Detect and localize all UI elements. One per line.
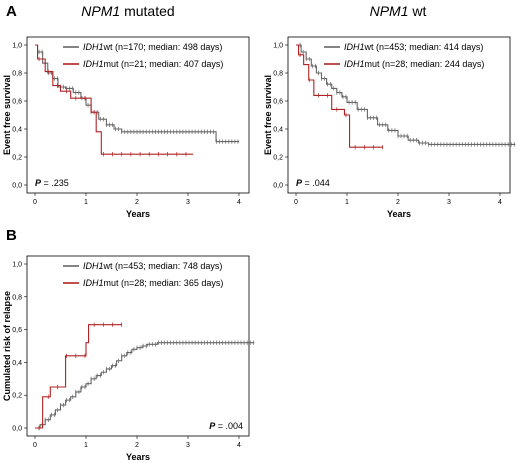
legend-gene: IDH1 — [83, 278, 104, 288]
legend-entry: IDH1wt (n=170; median: 498 days) — [83, 42, 222, 52]
y-tick-label: 0,4 — [12, 127, 22, 134]
p-number: = .044 — [302, 178, 330, 188]
x-tick-label: 3 — [186, 442, 190, 449]
x-tick-label: 0 — [33, 442, 37, 449]
x-axis-label: Years — [126, 452, 150, 462]
chart-1: NPM1 mutated 0,0 0,2 0,4 0,6 0,8 1,0 0 1 2 3 4 Years… — [2, 3, 250, 219]
chart-title-suffix: wt — [409, 3, 427, 19]
chart-title: NPM1 wt — [370, 3, 427, 19]
legend-gene: IDH1 — [344, 59, 365, 69]
chart-title-suffix: mutated — [120, 3, 174, 19]
legend-gene: IDH1 — [83, 261, 104, 271]
y-tick-label: 0,6 — [273, 99, 283, 106]
chart-title-gene: NPM1 — [81, 3, 120, 19]
plot-frame — [26, 36, 250, 194]
chart-title-gene: NPM1 — [370, 3, 409, 19]
y-tick-label: 0,4 — [273, 127, 283, 134]
p-value: P = .235 — [35, 178, 69, 188]
p-label: P — [296, 178, 303, 188]
legend-entry: IDH1mut (n=28; median: 365 days) — [83, 278, 223, 288]
x-tick-label: 4 — [498, 199, 502, 206]
legend-detail: mut (n=28; median: 365 days) — [104, 278, 224, 288]
x-axis-label: Years — [126, 209, 150, 219]
panel-label-b: B — [6, 227, 17, 244]
y-tick-label: 1,0 — [12, 43, 22, 50]
x-axis-label: Years — [387, 209, 411, 219]
x-tick-label: 4 — [237, 199, 241, 206]
y-tick-label: 0,8 — [12, 71, 22, 78]
chart-2: NPM1 wt 0,0 0,2 0,4 0,6 0,8 1,0 0 1 2 3 4 Years Event… — [263, 3, 516, 219]
y-axis-label: Event free survival — [2, 75, 12, 155]
x-tick-label: 1 — [84, 199, 88, 206]
plot-frame — [287, 36, 511, 194]
legend-entry: IDH1mut (n=28; median: 244 days) — [344, 59, 484, 69]
legend-gene: IDH1 — [344, 42, 365, 52]
legend-detail: wt (n=170; median: 498 days) — [103, 42, 223, 52]
x-tick-label: 2 — [135, 442, 139, 449]
chart-3: 0,0 0,2 0,4 0,6 0,8 1,0 0 1 2 3 4 Years Cumulated ri… — [2, 255, 255, 462]
legend-detail: mut (n=21; median: 407 days) — [104, 59, 224, 69]
y-tick-label: 0,8 — [12, 294, 22, 301]
y-tick-label: 0,6 — [12, 99, 22, 106]
x-tick-label: 3 — [447, 199, 451, 206]
series-idh1mut — [35, 44, 194, 157]
series-line — [35, 324, 122, 429]
legend-detail: mut (n=28; median: 244 days) — [365, 59, 485, 69]
p-number: = .004 — [215, 421, 243, 431]
p-label: P — [35, 178, 42, 188]
y-tick-label: 0,0 — [12, 183, 22, 190]
x-tick-label: 0 — [294, 199, 298, 206]
panel-label-a: A — [6, 3, 17, 20]
plot-frame — [26, 255, 250, 437]
series-idh1mut — [35, 322, 123, 431]
y-tick-label: 0,2 — [12, 155, 22, 162]
p-label: P — [209, 421, 216, 431]
y-tick-label: 0,8 — [273, 71, 283, 78]
p-value: P = .044 — [296, 178, 330, 188]
y-axis-label: Cumulated risk of relapse — [2, 291, 12, 401]
y-tick-label: 0,2 — [273, 155, 283, 162]
y-tick-label: 0,4 — [12, 360, 22, 367]
x-tick-label: 1 — [345, 199, 349, 206]
x-tick-label: 4 — [237, 442, 241, 449]
legend-gene: IDH1 — [83, 59, 104, 69]
y-axis-label: Event free survival — [263, 75, 273, 155]
x-tick-label: 2 — [396, 199, 400, 206]
legend-detail: wt (n=453; median: 748 days) — [103, 261, 223, 271]
legend-entry: IDH1wt (n=453; median: 748 days) — [83, 261, 222, 271]
y-tick-label: 0,0 — [12, 426, 22, 433]
y-tick-label: 0,6 — [12, 327, 22, 334]
x-tick-label: 0 — [33, 199, 37, 206]
x-tick-label: 1 — [84, 442, 88, 449]
y-tick-label: 1,0 — [12, 262, 22, 269]
series-line — [35, 342, 255, 429]
series-line — [35, 44, 194, 155]
series-idh1wt — [35, 340, 255, 431]
series-idh1wt — [296, 42, 516, 147]
y-tick-label: 0,2 — [12, 393, 22, 400]
series-idh1mut — [296, 44, 384, 150]
y-tick-label: 1,0 — [273, 43, 283, 50]
p-value: P = .004 — [209, 421, 243, 431]
p-number: = .235 — [41, 178, 69, 188]
x-tick-label: 2 — [135, 199, 139, 206]
legend-gene: IDH1 — [83, 42, 104, 52]
legend-detail: wt (n=453; median: 414 days) — [364, 42, 484, 52]
legend-entry: IDH1mut (n=21; median: 407 days) — [83, 59, 223, 69]
x-tick-label: 3 — [186, 199, 190, 206]
legend-entry: IDH1wt (n=453; median: 414 days) — [344, 42, 483, 52]
y-tick-label: 0,0 — [273, 183, 283, 190]
chart-title: NPM1 mutated — [81, 3, 174, 19]
